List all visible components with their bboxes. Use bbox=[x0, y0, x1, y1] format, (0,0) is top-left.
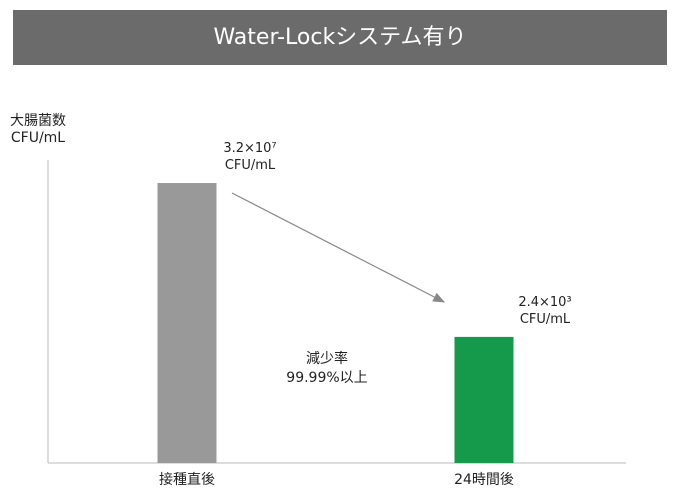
x-tick-label: 24時間後 bbox=[454, 472, 514, 488]
y-axis-label: 大腸菌数 CFU/mL bbox=[10, 113, 66, 146]
chart-title: Water-Lockシステム有り bbox=[13, 10, 667, 65]
value-label: 3.2×10⁷ CFU/mL bbox=[223, 141, 277, 173]
bar bbox=[454, 336, 514, 463]
annotation: 減少率 99.99%以上 bbox=[286, 351, 368, 386]
arrow bbox=[231, 192, 446, 303]
x-tick-label: 接種直後 bbox=[159, 472, 215, 488]
bar bbox=[157, 183, 217, 463]
value-label: 2.4×10³ CFU/mL bbox=[518, 294, 572, 327]
